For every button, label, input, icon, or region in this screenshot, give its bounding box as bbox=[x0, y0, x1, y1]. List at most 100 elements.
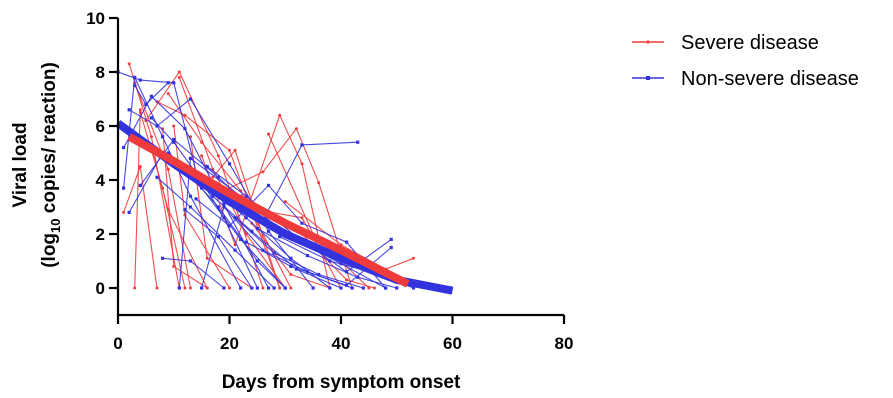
data-point bbox=[239, 237, 243, 241]
data-point bbox=[250, 229, 254, 233]
data-point bbox=[149, 94, 154, 98]
data-point bbox=[127, 108, 131, 112]
legend-marker-severe bbox=[646, 40, 650, 44]
data-point bbox=[138, 183, 142, 187]
x-tick-label: 60 bbox=[443, 334, 462, 353]
data-point bbox=[289, 264, 293, 268]
y-axis-title: Viral load bbox=[10, 122, 31, 207]
data-point bbox=[294, 127, 298, 131]
data-point bbox=[133, 286, 137, 290]
data-point bbox=[261, 248, 265, 252]
data-point bbox=[344, 270, 349, 274]
data-point bbox=[138, 78, 142, 82]
data-point bbox=[317, 272, 321, 277]
data-point bbox=[200, 154, 204, 158]
patient-line bbox=[128, 98, 314, 289]
data-point bbox=[138, 165, 142, 168]
data-point bbox=[266, 286, 271, 290]
data-point bbox=[166, 81, 170, 85]
data-point bbox=[183, 208, 187, 212]
data-point bbox=[267, 132, 271, 136]
data-point bbox=[183, 127, 187, 131]
data-point bbox=[300, 162, 304, 166]
data-point bbox=[121, 186, 126, 190]
data-point bbox=[188, 259, 193, 263]
data-point bbox=[300, 221, 304, 225]
y-tick-label: 0 bbox=[96, 279, 105, 298]
data-point bbox=[205, 286, 209, 290]
data-point bbox=[122, 210, 126, 214]
legend-marker-nonsevere bbox=[646, 76, 650, 80]
data-point bbox=[367, 286, 371, 290]
data-point bbox=[188, 286, 192, 290]
data-point bbox=[188, 194, 193, 198]
data-point bbox=[222, 286, 226, 290]
data-point bbox=[216, 235, 220, 239]
data-point bbox=[344, 240, 349, 244]
data-point bbox=[216, 175, 220, 179]
data-point bbox=[389, 245, 393, 250]
data-point bbox=[188, 205, 193, 209]
patient-line bbox=[195, 184, 387, 289]
data-point bbox=[361, 286, 365, 290]
data-point bbox=[205, 164, 209, 169]
data-point bbox=[233, 248, 237, 252]
fit-line-severe bbox=[127, 133, 410, 288]
data-point bbox=[255, 286, 259, 290]
data-point bbox=[183, 286, 187, 290]
data-point bbox=[172, 81, 176, 85]
data-point bbox=[266, 229, 271, 233]
data-point bbox=[211, 175, 215, 179]
data-point bbox=[138, 108, 142, 112]
data-point bbox=[289, 273, 293, 276]
data-point bbox=[278, 286, 282, 290]
y-axis-title-line2: (log10 copies/ reaction) bbox=[39, 62, 63, 268]
data-point bbox=[121, 146, 126, 150]
data-point bbox=[372, 286, 376, 290]
data-point bbox=[177, 70, 181, 74]
data-point bbox=[227, 224, 232, 228]
legend-item-nonsevere: Non-severe disease bbox=[632, 68, 859, 90]
legend-label-nonsevere: Non-severe disease bbox=[681, 68, 859, 90]
data-point bbox=[166, 167, 170, 171]
data-point bbox=[411, 256, 415, 260]
data-point bbox=[283, 286, 287, 290]
y-axis-title-line1: Viral load bbox=[10, 122, 31, 207]
y-tick-label: 2 bbox=[96, 225, 105, 244]
data-point bbox=[172, 124, 176, 128]
legend: Severe disease Non-severe disease bbox=[632, 32, 859, 90]
data-point bbox=[356, 140, 360, 144]
y-axis-title-prefix: (log bbox=[39, 233, 60, 268]
data-point bbox=[228, 148, 231, 152]
data-point bbox=[149, 116, 154, 120]
data-point bbox=[172, 264, 176, 268]
legend-label-severe: Severe disease bbox=[681, 32, 819, 54]
data-point bbox=[172, 137, 176, 142]
data-point bbox=[345, 278, 349, 282]
data-point bbox=[149, 135, 153, 139]
data-point bbox=[172, 140, 176, 144]
data-point bbox=[261, 286, 265, 290]
data-point bbox=[188, 156, 193, 160]
data-point bbox=[395, 286, 399, 290]
data-point bbox=[228, 286, 231, 290]
y-axis-subtitle: (log10 copies/ reaction) bbox=[39, 62, 63, 268]
data-point bbox=[255, 259, 259, 263]
data-point bbox=[272, 251, 276, 255]
data-point bbox=[216, 154, 220, 158]
data-point bbox=[233, 216, 237, 220]
data-point bbox=[127, 210, 131, 214]
x-tick-label: 40 bbox=[332, 334, 351, 353]
data-point bbox=[356, 275, 360, 279]
data-point bbox=[300, 143, 304, 147]
data-point bbox=[194, 197, 198, 201]
data-point bbox=[261, 170, 265, 174]
data-point bbox=[244, 240, 248, 244]
data-point bbox=[244, 216, 248, 220]
patient-line bbox=[134, 82, 169, 106]
data-point bbox=[155, 286, 159, 290]
data-point bbox=[317, 181, 321, 185]
data-point bbox=[283, 200, 287, 204]
data-point bbox=[211, 194, 215, 198]
